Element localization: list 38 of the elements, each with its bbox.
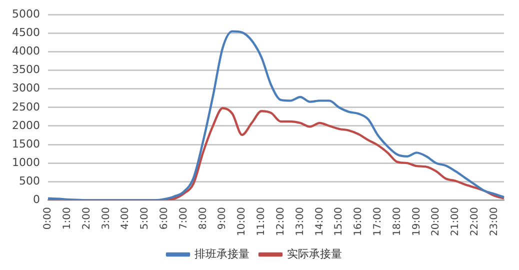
x-tick-label: 2:00 (81, 207, 92, 230)
line-series (46, 30, 506, 200)
x-tick-label: 9:00 (217, 207, 228, 230)
x-tick-label: 15:00 (334, 207, 345, 236)
y-tick-label: 500 (18, 174, 40, 188)
y-tick-label: 3500 (12, 63, 40, 76)
y-tick-label: 0 (32, 193, 40, 206)
x-tick-label: 0:00 (42, 207, 54, 230)
x-tick-label: 10:00 (236, 207, 248, 236)
x-tick-label: 5:00 (140, 207, 151, 230)
x-tick-label: 17:00 (372, 207, 384, 236)
x-tick-label: 6:00 (159, 207, 170, 230)
x-tick-label: 4:00 (120, 207, 132, 230)
x-tick-label: 13:00 (294, 207, 306, 236)
x-tick-label: 22:00 (469, 207, 480, 236)
y-tick-label: 1000 (12, 156, 40, 169)
y-tick-label: 4500 (12, 26, 40, 40)
x-tick-label: 16:00 (353, 207, 364, 236)
y-tick-label: 1500 (12, 137, 40, 150)
legend-label: 实际承接量 (287, 247, 342, 260)
y-tick-label: 2000 (12, 118, 40, 132)
y-tick-label: 2500 (12, 100, 40, 114)
x-tick-label: 11:00 (256, 207, 268, 236)
x-tick-label: 19:00 (411, 207, 422, 236)
x-tick-label: 21:00 (450, 207, 462, 236)
x-tick-label: 1:00 (62, 207, 73, 230)
x-tick-label: 20:00 (430, 207, 442, 236)
y-tick-label: 5000 (12, 7, 40, 20)
y-tick-label: 3000 (12, 82, 40, 95)
x-tick-label: 3:00 (100, 207, 112, 230)
x-tick-label: 12:00 (275, 207, 286, 236)
x-tick-label: 14:00 (314, 207, 326, 236)
y-tick-label: 4000 (12, 44, 40, 58)
x-tick-label: 7:00 (178, 207, 190, 230)
x-tick-label: 18:00 (392, 207, 403, 236)
x-tick-label: 23:00 (488, 207, 500, 236)
legend-label: 排班承接量 (194, 247, 250, 260)
x-tick-label: 8:00 (198, 207, 209, 230)
